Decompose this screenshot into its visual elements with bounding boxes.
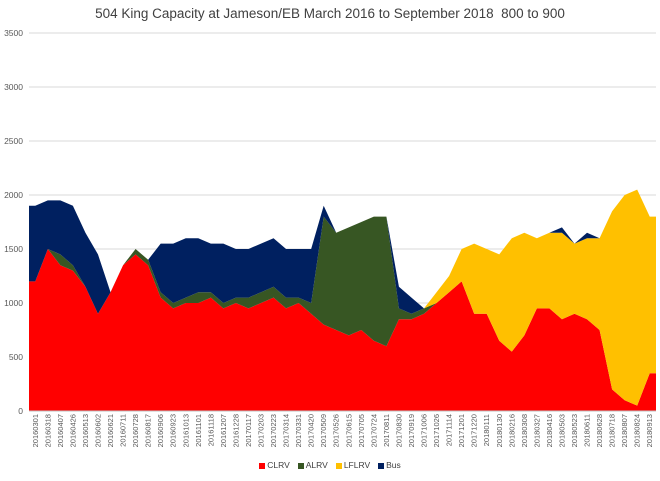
- legend-swatch: [259, 463, 265, 469]
- x-tick-label: 20161013: [181, 414, 190, 447]
- series-areas: [29, 190, 656, 411]
- x-tick-label: 20170705: [357, 414, 366, 447]
- x-tick-label: 20170314: [282, 414, 291, 447]
- y-tick-label: 2000: [4, 190, 23, 200]
- x-tick-label: 20160728: [131, 414, 140, 447]
- x-tick-label: 20171220: [470, 414, 479, 447]
- x-tick-label: 20180611: [583, 414, 592, 447]
- x-tick-label: 20160602: [93, 414, 102, 447]
- x-tick-label: 20160923: [169, 414, 178, 447]
- x-tick-label: 20160711: [119, 414, 128, 447]
- legend-label: Bus: [386, 460, 401, 470]
- x-tick-label: 20160407: [56, 414, 65, 447]
- x-tick-label: 20170830: [394, 414, 403, 447]
- y-tick-label: 0: [18, 406, 23, 416]
- legend-swatch: [378, 463, 384, 469]
- x-tick-label: 20160513: [81, 414, 90, 447]
- legend-label: LFLRV: [344, 460, 370, 470]
- x-tick-label: 20171201: [457, 414, 466, 447]
- x-tick-label: 20160426: [68, 414, 77, 447]
- legend: CLRV ALRV LFLRV Bus: [0, 460, 660, 470]
- x-tick-label: 20180807: [620, 414, 629, 447]
- x-tick-label: 20180913: [645, 414, 654, 447]
- y-axis-ticks: 0 500 1000 1500 2000 2500 3000 3500: [4, 28, 23, 416]
- x-tick-label: 20160301: [31, 414, 40, 447]
- legend-label: CLRV: [267, 460, 290, 470]
- x-tick-label: 20170223: [269, 414, 278, 447]
- legend-item-clrv: CLRV: [259, 460, 290, 470]
- legend-swatch: [298, 463, 304, 469]
- x-tick-label: 20180718: [608, 414, 617, 447]
- x-tick-label: 20170331: [294, 414, 303, 447]
- x-tick-label: 20160906: [156, 414, 165, 447]
- x-tick-label: 20160621: [106, 414, 115, 447]
- y-tick-label: 2500: [4, 136, 23, 146]
- x-tick-label: 20161101: [194, 414, 203, 447]
- x-tick-label: 20170509: [319, 414, 328, 447]
- legend-item-lflrv: LFLRV: [336, 460, 370, 470]
- x-tick-label: 20180824: [633, 414, 642, 447]
- x-tick-label: 20161228: [231, 414, 240, 447]
- x-tick-label: 20180216: [507, 414, 516, 447]
- x-tick-label: 20170919: [407, 414, 416, 447]
- x-tick-label: 20180327: [532, 414, 541, 447]
- x-tick-label: 20161118: [206, 414, 215, 446]
- x-tick-label: 20180308: [520, 414, 529, 447]
- x-tick-label: 20180628: [595, 414, 604, 447]
- x-tick-label: 20170420: [307, 414, 316, 447]
- y-tick-label: 1000: [4, 298, 23, 308]
- x-tick-label: 20170724: [369, 414, 378, 447]
- legend-swatch: [336, 463, 342, 469]
- x-tick-label: 20170526: [332, 414, 341, 447]
- x-tick-label: 20180523: [570, 414, 579, 447]
- x-tick-label: 20170203: [256, 414, 265, 447]
- x-tick-label: 20171006: [420, 414, 429, 447]
- x-tick-label: 20180503: [557, 414, 566, 447]
- y-tick-label: 3000: [4, 82, 23, 92]
- x-axis-ticks: 20160301 20160318 20160407 20160426 20160513…: [31, 414, 654, 447]
- legend-item-alrv: ALRV: [298, 460, 328, 470]
- x-tick-label: 20171114: [445, 414, 454, 446]
- x-tick-label: 20180130: [495, 414, 504, 447]
- x-tick-label: 20180416: [545, 414, 554, 447]
- x-tick-label: 20171026: [432, 414, 441, 447]
- x-tick-label: 20170615: [344, 414, 353, 447]
- x-tick-label: 20160318: [43, 414, 52, 447]
- legend-label: ALRV: [306, 460, 328, 470]
- x-tick-label: 20170811: [382, 414, 391, 447]
- y-tick-label: 3500: [4, 28, 23, 38]
- y-tick-label: 500: [9, 352, 23, 362]
- x-tick-label: 20161207: [219, 414, 228, 447]
- y-tick-label: 1500: [4, 244, 23, 254]
- legend-item-bus: Bus: [378, 460, 401, 470]
- x-tick-label: 20170117: [244, 414, 253, 447]
- x-tick-label: 20180111: [482, 414, 491, 446]
- x-tick-label: 20160817: [144, 414, 153, 447]
